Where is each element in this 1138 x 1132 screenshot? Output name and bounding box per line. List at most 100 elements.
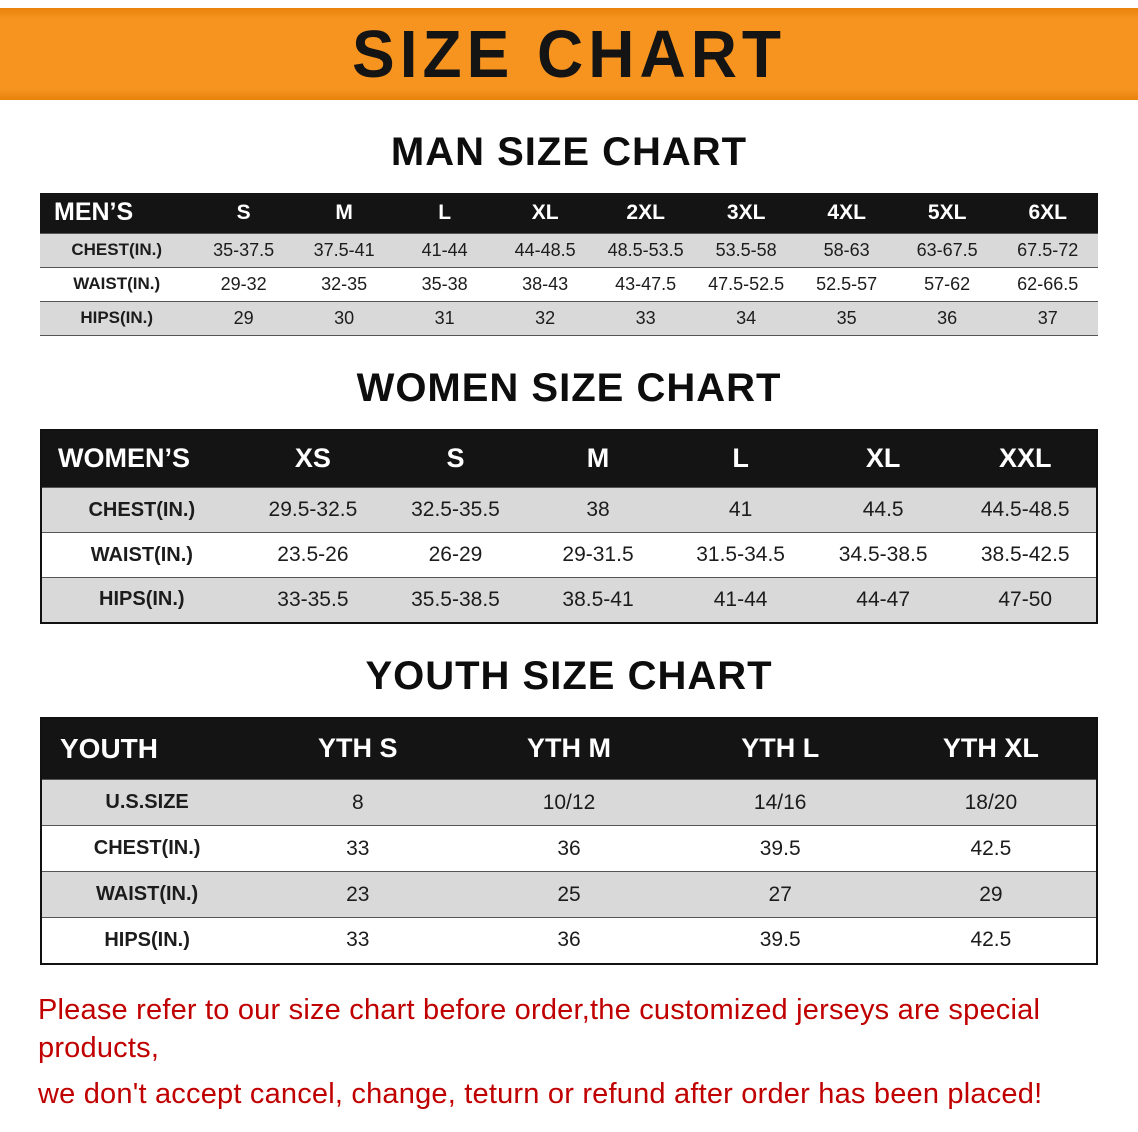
table-title-cell: WOMEN’S bbox=[41, 429, 242, 488]
measurement-row: HIPS(IN.) 33 36 39.5 42.5 bbox=[41, 917, 1097, 964]
row-label-cell: CHEST(IN.) bbox=[71, 240, 163, 259]
disclaimer-note: Please refer to our size chart before or… bbox=[0, 991, 1138, 1114]
size-header-cell: 5XL bbox=[896, 193, 998, 233]
size-value-cell: 35-37.5 bbox=[213, 239, 275, 260]
women-table-wrap: WOMEN’S XS S M L XL XXL CHEST(IN.) 29.5-32.5 32.5… bbox=[0, 428, 1138, 624]
size-header-cell: M bbox=[293, 193, 395, 233]
women-section-heading: WOMEN SIZE CHART bbox=[356, 365, 782, 410]
size-value-cell: 25 bbox=[557, 882, 581, 906]
measurement-row: WAIST(IN.) 23 25 27 29 bbox=[41, 871, 1097, 918]
size-value-cell: 32 bbox=[535, 307, 556, 328]
size-header-cell: 4XL bbox=[796, 193, 897, 233]
size-value-cell: 37 bbox=[1037, 307, 1058, 328]
youth-table-wrap: YOUTH YTH S YTH M YTH L YTH XL U.S.SIZE 8 10/12… bbox=[0, 716, 1138, 965]
measurement-row: HIPS(IN.) 29 30 31 32 33 34 35 36 37 bbox=[40, 301, 1098, 335]
measurement-row: U.S.SIZE 8 10/12 14/16 18/20 bbox=[41, 779, 1097, 826]
size-header-cell: S bbox=[193, 193, 294, 233]
size-header-cell: L bbox=[669, 429, 812, 488]
measurement-row: CHEST(IN.) 35-37.5 37.5-41 41-44 44-48.5 48.5… bbox=[40, 233, 1098, 267]
size-value-cell: 48.5-53.5 bbox=[607, 239, 684, 260]
header-row: MEN’S S M L XL 2XL 3XL 4XL 5XL 6XL bbox=[40, 193, 1098, 233]
table-title-cell: MEN’S bbox=[40, 193, 194, 233]
row-label-cell: CHEST(IN.) bbox=[88, 498, 196, 521]
size-value-cell: 36 bbox=[557, 836, 581, 860]
size-value-cell: 34.5-38.5 bbox=[838, 543, 928, 566]
measurement-row: CHEST(IN.) 29.5-32.5 32.5-35.5 38 41 44.5 44.5… bbox=[41, 487, 1097, 533]
size-header-cell: YTH S bbox=[252, 717, 464, 780]
size-value-cell: 35.5-38.5 bbox=[411, 587, 500, 611]
size-value-cell: 47-50 bbox=[998, 587, 1053, 611]
row-label-cell: HIPS(IN.) bbox=[80, 308, 154, 327]
size-value-cell: 33 bbox=[635, 307, 656, 328]
title-banner: SIZE CHART bbox=[0, 8, 1138, 100]
size-value-cell: 41-44 bbox=[421, 239, 468, 260]
header-row: YOUTH YTH S YTH M YTH L YTH XL bbox=[41, 717, 1097, 780]
size-value-cell: 58-63 bbox=[823, 239, 870, 260]
size-value-cell: 44-48.5 bbox=[514, 239, 576, 260]
size-header-cell: XXL bbox=[954, 429, 1097, 488]
men-table-wrap: MEN’S S M L XL 2XL 3XL 4XL 5XL 6XL CHEST(IN.) 35-37… bbox=[0, 193, 1138, 336]
size-value-cell: 38.5-41 bbox=[562, 587, 634, 611]
size-value-cell: 8 bbox=[351, 790, 364, 814]
size-value-cell: 29.5-32.5 bbox=[268, 498, 358, 521]
size-value-cell: 37.5-41 bbox=[313, 239, 375, 260]
size-value-cell: 43-47.5 bbox=[615, 273, 677, 294]
size-value-cell: 35-38 bbox=[421, 273, 468, 294]
size-value-cell: 32-35 bbox=[321, 273, 368, 294]
size-value-cell: 39.5 bbox=[759, 928, 801, 952]
row-label-cell: WAIST(IN.) bbox=[73, 274, 161, 293]
size-value-cell: 32.5-35.5 bbox=[411, 498, 500, 521]
measurement-row: WAIST(IN.) 29-32 32-35 35-38 38-43 43-47.5 47.… bbox=[40, 267, 1098, 301]
measurement-row: WAIST(IN.) 23.5-26 26-29 29-31.5 31.5-34.5 34… bbox=[41, 532, 1097, 578]
page-title: SIZE CHART bbox=[352, 16, 786, 92]
size-value-cell: 18/20 bbox=[964, 790, 1018, 814]
size-value-cell: 38.5-42.5 bbox=[980, 543, 1070, 566]
size-value-cell: 29 bbox=[979, 882, 1003, 906]
size-value-cell: 39.5 bbox=[759, 836, 801, 860]
row-label-cell: U.S.SIZE bbox=[105, 791, 189, 813]
size-value-cell: 62-66.5 bbox=[1017, 273, 1079, 294]
size-value-cell: 31 bbox=[434, 307, 455, 328]
size-value-cell: 33 bbox=[346, 836, 370, 860]
disclaimer-line-2: we don't accept cancel, change, teturn o… bbox=[38, 1078, 1043, 1111]
men-size-table: MEN’S S M L XL 2XL 3XL 4XL 5XL 6XL CHEST(IN.) 35-37… bbox=[40, 193, 1098, 336]
size-value-cell: 34 bbox=[736, 307, 757, 328]
size-header-cell: XL bbox=[811, 429, 955, 488]
size-value-cell: 44-47 bbox=[856, 587, 911, 611]
size-value-cell: 27 bbox=[768, 882, 792, 906]
size-header-cell: S bbox=[384, 429, 527, 488]
youth-size-table: YOUTH YTH S YTH M YTH L YTH XL U.S.SIZE 8 10/12… bbox=[40, 716, 1098, 965]
row-label-cell: WAIST(IN.) bbox=[90, 543, 193, 566]
size-value-cell: 33-35.5 bbox=[277, 587, 349, 611]
size-header-cell: 3XL bbox=[695, 193, 797, 233]
size-value-cell: 23 bbox=[346, 882, 370, 906]
youth-size-section: YOUTH SIZE CHART YOUTH YTH S YTH M YTH L YTH… bbox=[0, 654, 1138, 965]
row-label-cell: HIPS(IN.) bbox=[104, 928, 190, 951]
size-header-cell: YTH XL bbox=[885, 717, 1097, 780]
size-value-cell: 42.5 bbox=[970, 836, 1012, 860]
table-title-cell: YOUTH bbox=[41, 717, 253, 780]
size-value-cell: 33 bbox=[346, 928, 370, 952]
size-value-cell: 52.5-57 bbox=[816, 273, 878, 294]
size-value-cell: 29-31.5 bbox=[562, 543, 634, 566]
row-label-cell: HIPS(IN.) bbox=[99, 588, 185, 611]
men-section-heading: MAN SIZE CHART bbox=[390, 130, 748, 174]
size-value-cell: 36 bbox=[937, 307, 958, 328]
size-value-cell: 29-32 bbox=[220, 273, 267, 294]
size-value-cell: 38 bbox=[586, 498, 610, 521]
size-value-cell: 23.5-26 bbox=[277, 543, 349, 566]
header-row: WOMEN’S XS S M L XL XXL bbox=[41, 429, 1097, 488]
size-value-cell: 57-62 bbox=[924, 273, 971, 294]
size-value-cell: 30 bbox=[334, 307, 355, 328]
size-header-cell: XL bbox=[494, 193, 596, 233]
size-value-cell: 26-29 bbox=[428, 543, 483, 566]
size-header-cell: YTH L bbox=[674, 717, 886, 780]
size-value-cell: 63-67.5 bbox=[916, 239, 978, 260]
men-size-section: MAN SIZE CHART MEN’S S M L XL 2XL 3XL 4XL 5XL 6XL… bbox=[0, 130, 1138, 336]
size-value-cell: 44.5-48.5 bbox=[980, 498, 1070, 521]
size-value-cell: 53.5-58 bbox=[715, 239, 777, 260]
women-size-table: WOMEN’S XS S M L XL XXL CHEST(IN.) 29.5-32.5 32.5… bbox=[40, 428, 1098, 624]
size-value-cell: 10/12 bbox=[542, 790, 596, 814]
size-value-cell: 41-44 bbox=[713, 587, 768, 611]
size-header-cell: 2XL bbox=[595, 193, 696, 233]
